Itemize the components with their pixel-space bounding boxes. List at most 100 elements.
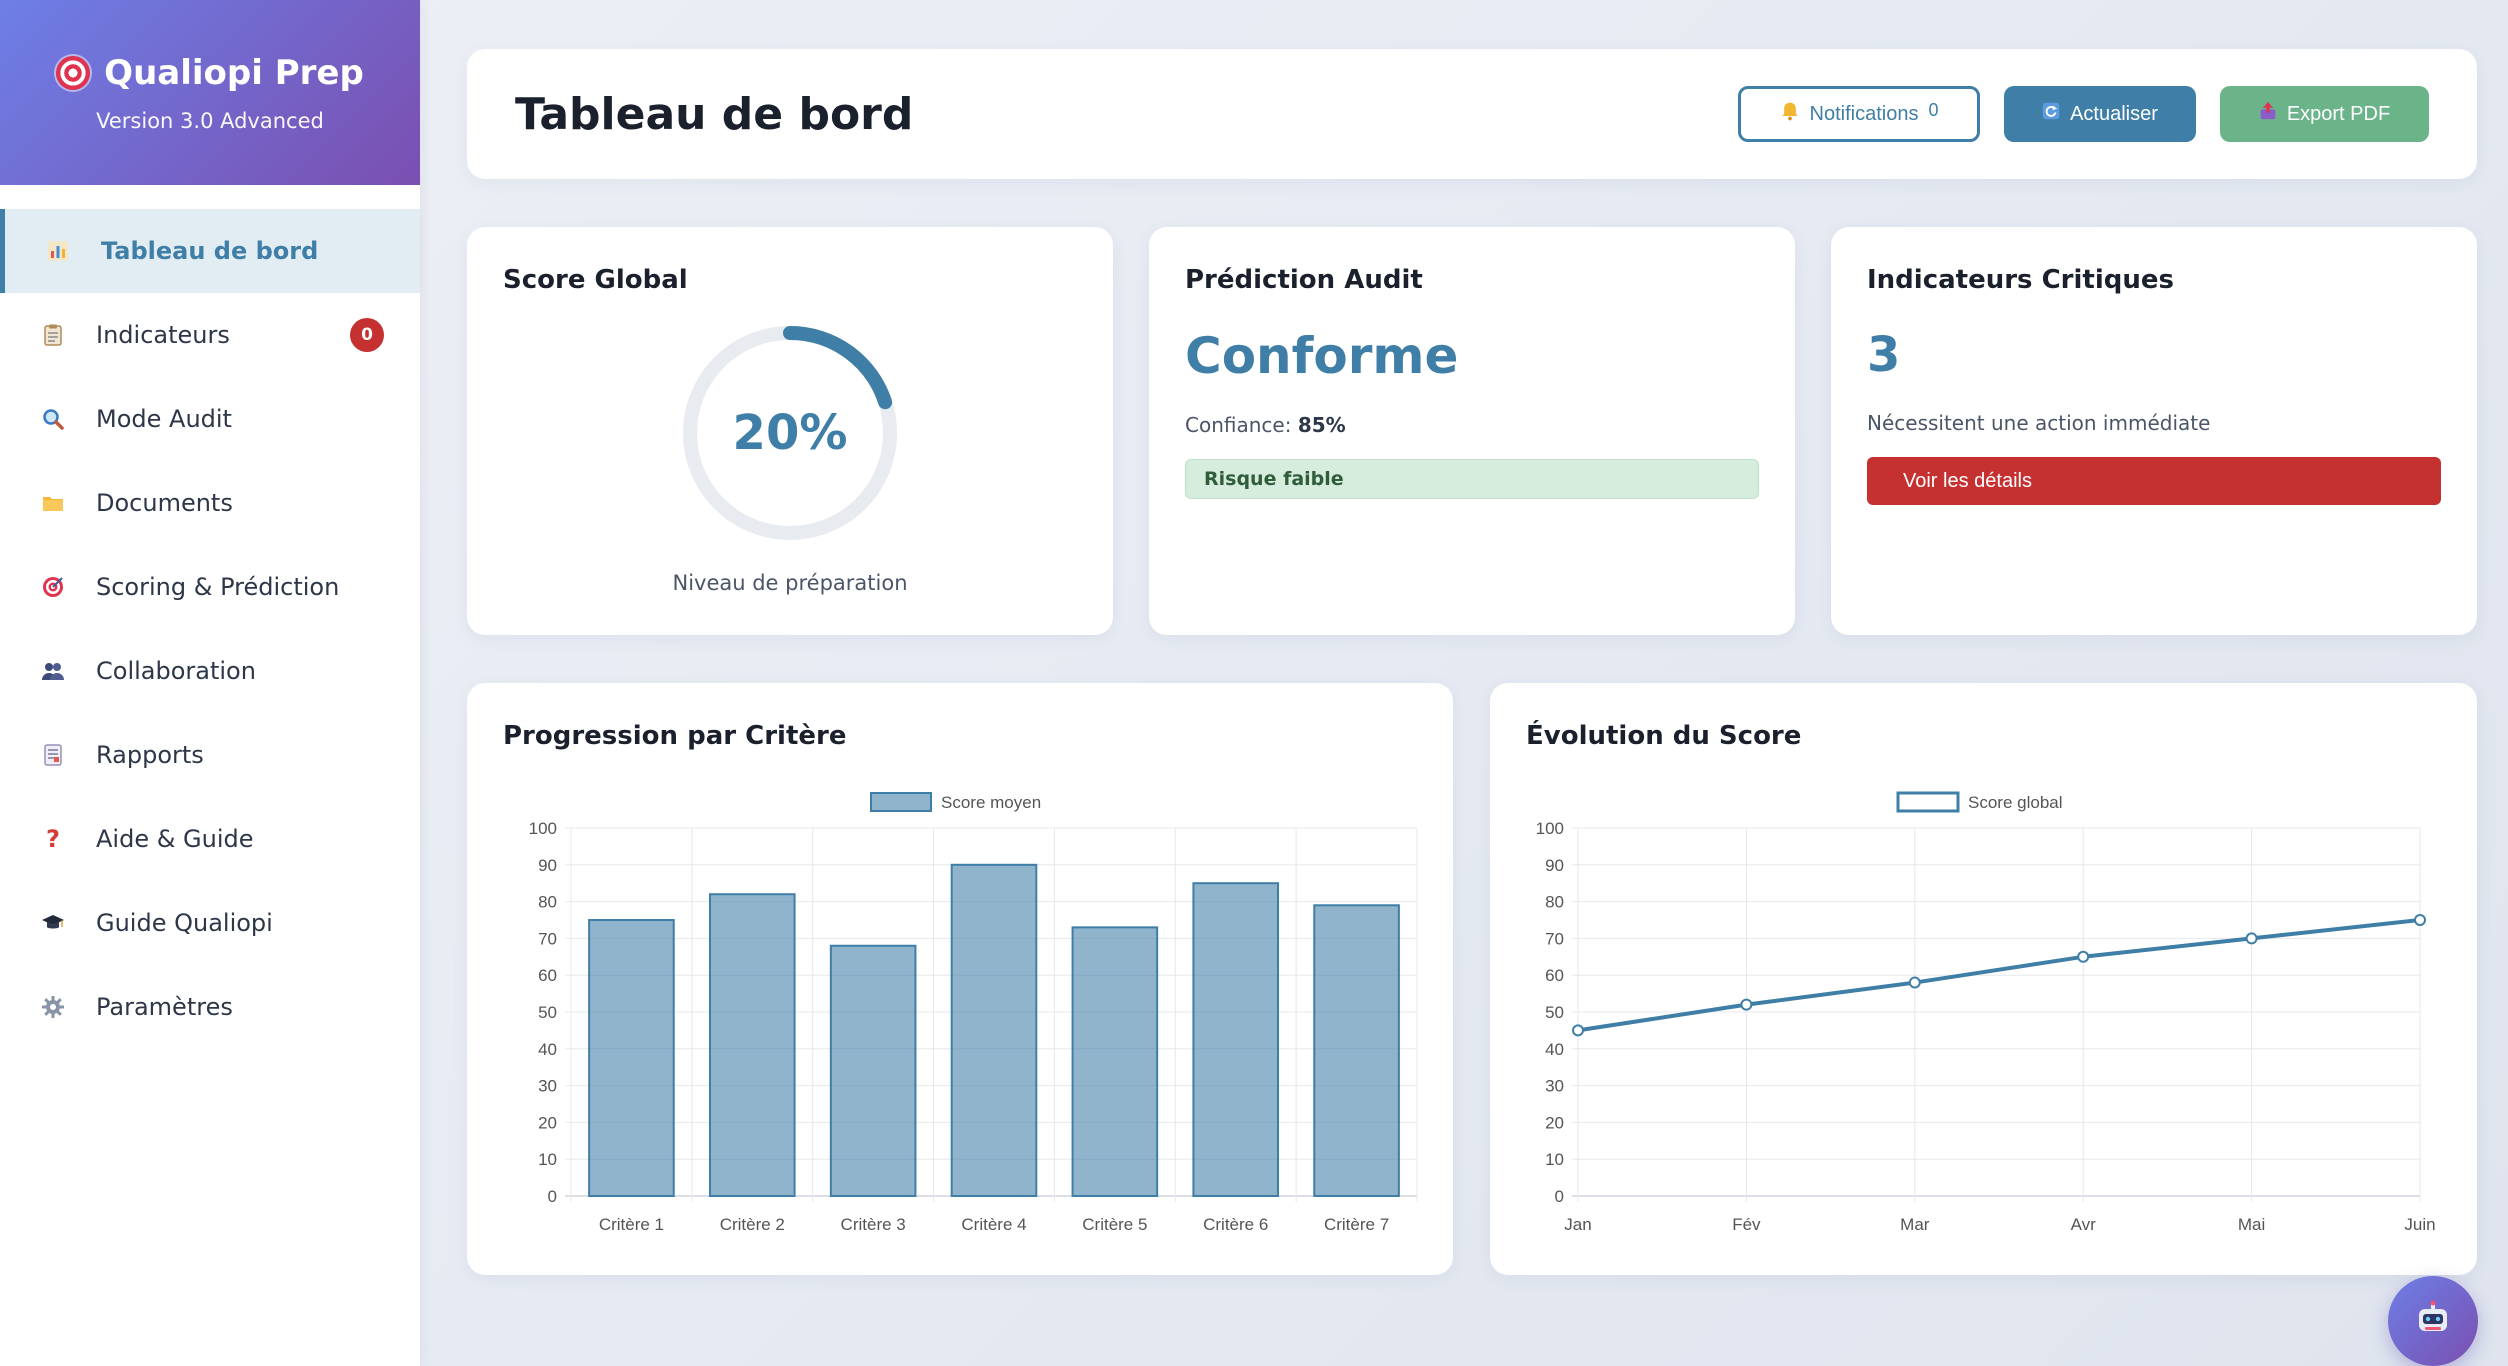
x-tick-label: Critère 2 [720, 1215, 785, 1234]
bell-icon [1780, 101, 1800, 127]
legend-label: Score global [1968, 793, 2063, 812]
target-logo-icon [56, 55, 91, 90]
sidebar-item-collaboration[interactable]: Collaboration [0, 629, 420, 713]
data-point-Mar [1908, 976, 1921, 989]
x-tick-label: Critère 7 [1324, 1215, 1389, 1234]
progress-by-criterion-card: Progression par Critère 0 10 20 30 40 50 60 70 8… [467, 683, 1453, 1275]
data-point-Jan [1572, 1024, 1584, 1037]
y-tick-label: 50 [1545, 1003, 1564, 1022]
sidebar-item-label: Paramètres [96, 993, 233, 1021]
refresh-icon [2042, 102, 2060, 126]
export-pdf-button[interactable]: Export PDF [2220, 86, 2429, 142]
bar-1 [588, 919, 675, 1197]
y-tick-label: 20 [1545, 1113, 1564, 1132]
legend-swatch [1896, 791, 1960, 813]
view-details-button[interactable]: Voir les détails [1867, 457, 2441, 505]
y-tick-label: 0 [1555, 1187, 1564, 1206]
score-evolution-card: Évolution du Score 0 10 20 30 40 50 60 70 80 90 10… [1490, 683, 2477, 1275]
y-tick-label: 100 [529, 819, 557, 838]
y-tick-label: 30 [538, 1077, 557, 1096]
y-tick-label: 10 [1545, 1150, 1564, 1169]
data-point-Avr [2077, 950, 2090, 963]
clipboard-icon [40, 322, 66, 348]
y-tick-label: 90 [538, 856, 557, 875]
sidebar-item-indicators[interactable]: Indicateurs 0 [0, 293, 420, 377]
bar-chart-title: Progression par Critère [503, 721, 847, 751]
y-tick-label: 60 [538, 966, 557, 985]
x-tick-label: Critère 5 [1082, 1215, 1147, 1234]
critical-count: 3 [1867, 327, 1901, 383]
bar-3 [829, 944, 917, 1198]
bar-chart: 0 10 20 30 40 50 60 70 80 90 100 Critère 1 Critère 2… [529, 792, 1418, 1234]
x-tick-label: Critère 1 [599, 1215, 664, 1234]
sidebar-nav: Tableau de bord Indicateurs 0 Mode Audit… [0, 209, 420, 1049]
sidebar-item-help[interactable]: ? Aide & Guide [0, 797, 420, 881]
y-tick-label: 70 [1545, 929, 1564, 948]
critical-card-title: Indicateurs Critiques [1867, 265, 2174, 295]
line-chart: 0 10 20 30 40 50 60 70 80 90 100 Jan Fév Mar Avr Mai Jui… [1536, 791, 2436, 1234]
data-point-Juin [2414, 914, 2426, 926]
critical-indicators-card: Indicateurs Critiques 3 Nécessitent une … [1831, 227, 2477, 635]
y-tick-label: 80 [538, 893, 557, 912]
sidebar-item-label: Documents [96, 489, 233, 517]
x-tick-label: Mar [1900, 1215, 1930, 1234]
score-value: 20% [732, 405, 848, 461]
target-icon [40, 574, 66, 600]
export-icon [2259, 101, 2277, 127]
export-label: Export PDF [2286, 102, 2391, 125]
sidebar-item-label: Scoring & Prédiction [96, 573, 340, 601]
confidence-value: 85% [1297, 413, 1346, 437]
prediction-card-title: Prédiction Audit [1185, 265, 1423, 295]
people-icon [40, 658, 66, 684]
sidebar-item-label: Aide & Guide [96, 825, 254, 853]
gear-icon [40, 994, 66, 1020]
sidebar-item-dashboard[interactable]: Tableau de bord [0, 209, 420, 293]
page-header: Tableau de bord Notifications 0 Actualis… [467, 49, 2477, 179]
data-point-Fév [1740, 998, 1753, 1011]
sidebar-item-documents[interactable]: Documents [0, 461, 420, 545]
y-tick-label: 100 [1536, 819, 1564, 838]
sidebar-item-label: Guide Qualiopi [96, 909, 273, 937]
gauge-progress-arc [683, 326, 897, 540]
header-actions: Notifications 0 Actualiser Export PDF [1738, 86, 2429, 142]
question-icon: ? [46, 825, 60, 853]
x-tick-label: Fév [1732, 1215, 1761, 1234]
y-tick-label: 40 [1545, 1040, 1564, 1059]
sidebar-item-audit-mode[interactable]: Mode Audit [0, 377, 420, 461]
sidebar-item-reports[interactable]: Rapports [0, 713, 420, 797]
x-tick-label: Critère 3 [841, 1215, 906, 1234]
sidebar-item-scoring[interactable]: Scoring & Prédiction [0, 545, 420, 629]
risk-badge: Risque faible [1185, 459, 1759, 499]
robot-icon [2413, 1299, 2453, 1343]
x-tick-label: Avr [2071, 1215, 2097, 1234]
bar-4 [950, 863, 1038, 1198]
assistant-bot-button[interactable] [2388, 1276, 2478, 1366]
y-tick-label: 10 [538, 1150, 557, 1169]
score-global-card: Score Global 20% Niveau de préparation [467, 227, 1113, 635]
y-tick-label: 20 [538, 1113, 557, 1132]
x-tick-label: Mai [2238, 1215, 2265, 1234]
brand-header: Qualiopi Prep Version 3.0 Advanced [0, 0, 420, 185]
sidebar-item-qualiopi-guide[interactable]: Guide Qualiopi [0, 881, 420, 965]
brand-title: Qualiopi Prep [56, 53, 364, 93]
y-tick-label: 50 [538, 1003, 557, 1022]
sidebar-item-settings[interactable]: Paramètres [0, 965, 420, 1049]
sidebar-item-label: Tableau de bord [101, 237, 319, 265]
confidence-label: Confiance: [1185, 413, 1292, 437]
audit-prediction-card: Prédiction Audit Conforme Confiance: 85%… [1149, 227, 1795, 635]
report-icon [40, 742, 66, 768]
indicators-count-badge: 0 [350, 318, 384, 352]
line-chart-legend: Score global [1896, 791, 2063, 813]
y-tick-label: 30 [1545, 1077, 1564, 1096]
legend-label: Score moyen [941, 793, 1041, 812]
sidebar: Qualiopi Prep Version 3.0 Advanced Table… [0, 0, 420, 1366]
refresh-button[interactable]: Actualiser [2004, 86, 2196, 142]
prediction-confidence: Confiance: 85% [1185, 413, 1759, 437]
x-tick-label: Critère 4 [961, 1215, 1026, 1234]
bar-chart-legend: Score moyen [870, 792, 1041, 812]
refresh-label: Actualiser [2070, 102, 2158, 125]
app-name: Qualiopi Prep [104, 52, 364, 93]
notifications-label: Notifications [1809, 102, 1919, 125]
notifications-button[interactable]: Notifications 0 [1738, 86, 1980, 142]
sidebar-item-label: Mode Audit [96, 405, 232, 433]
